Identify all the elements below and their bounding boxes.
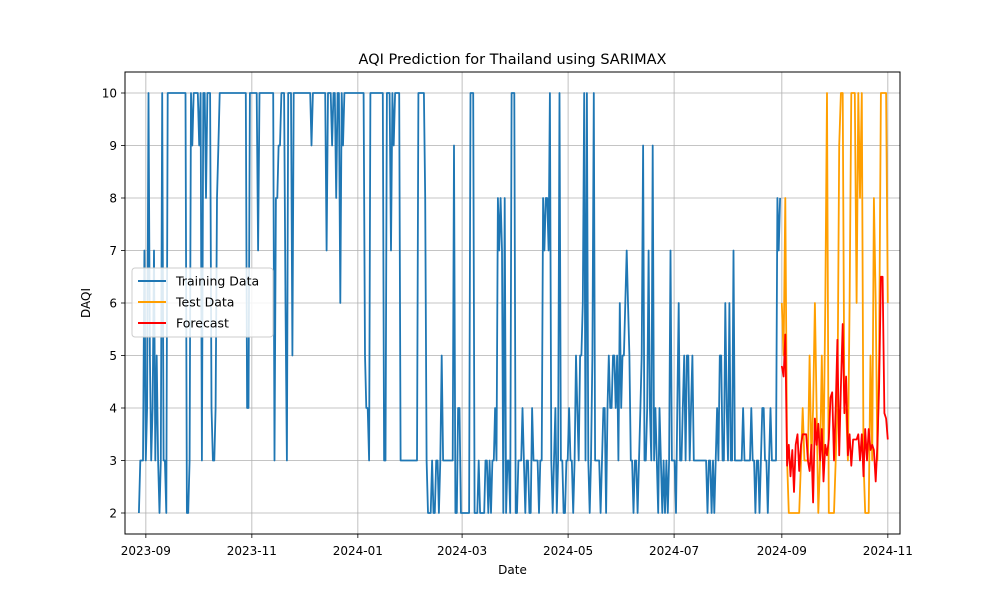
series-line-test-data: [780, 92, 889, 514]
x-tick-label: 2023-11: [227, 544, 277, 558]
y-axis-label: DAQI: [79, 288, 93, 318]
chart-title: AQI Prediction for Thailand using SARIMA…: [359, 52, 667, 68]
y-tick-label: 3: [109, 454, 117, 468]
legend-box: [131, 267, 274, 338]
legend-label: Forecast: [176, 316, 229, 331]
x-tick-label: 2024-05: [543, 544, 593, 558]
plot-series: [138, 92, 889, 514]
legend-label: Test Data: [175, 295, 234, 310]
y-tick-label: 10: [102, 87, 117, 101]
x-tick-label: 2024-11: [863, 544, 913, 558]
y-tick-label: 6: [109, 297, 117, 311]
y-tick-label: 4: [109, 402, 117, 416]
x-tick-label: 2024-03: [437, 544, 487, 558]
y-tick-label: 7: [109, 244, 117, 258]
y-tick-label: 5: [109, 349, 117, 363]
series-line-forecast: [780, 275, 889, 504]
x-tick-label: 2024-07: [649, 544, 699, 558]
legend-label: Training Data: [175, 274, 259, 289]
x-tick-label: 2024-01: [333, 544, 383, 558]
y-tick-label: 9: [109, 139, 117, 153]
x-axis-label: Date: [498, 563, 527, 577]
y-tick-label: 2: [109, 507, 117, 521]
y-tick-label: 8: [109, 192, 117, 206]
legend: Training Data Test Data Forecast: [131, 267, 274, 338]
x-tick-label: 2023-09: [121, 544, 171, 558]
series-line-training-data: [138, 92, 781, 514]
axis-ticks: 2023-09 2023-11 2024-01 2024-03 2024-05 2024-…: [102, 87, 913, 559]
x-tick-label: 2024-09: [757, 544, 807, 558]
